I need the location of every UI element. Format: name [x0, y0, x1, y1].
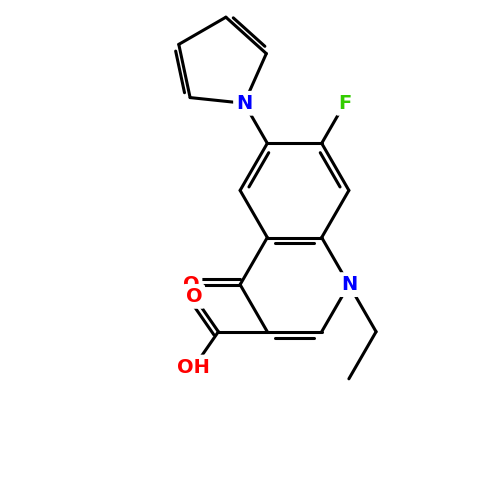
Text: O: O — [186, 287, 202, 306]
Text: F: F — [338, 94, 351, 113]
Text: N: N — [236, 94, 252, 113]
Text: OH: OH — [178, 358, 210, 376]
Text: N: N — [341, 275, 357, 294]
Text: O: O — [183, 275, 200, 294]
